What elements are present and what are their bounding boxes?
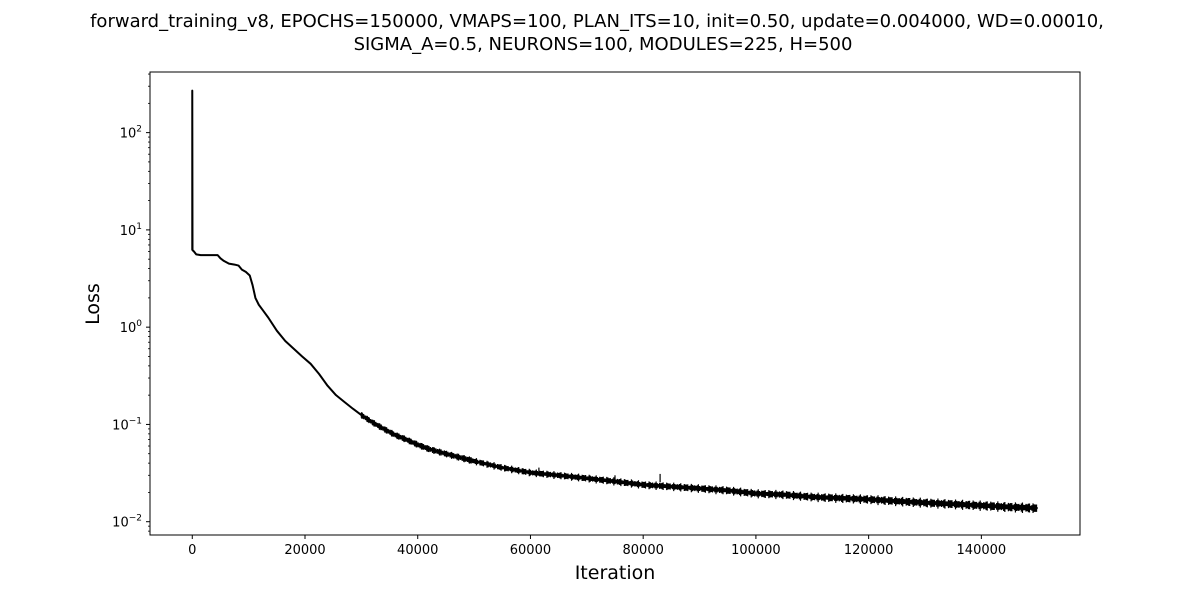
y-axis-label: Loss: [82, 283, 104, 325]
x-tick-label: 140000: [957, 543, 1007, 558]
chart-title-line-1: forward_training_v8, EPOCHS=150000, VMAP…: [90, 11, 1104, 32]
y-tick-label: 101: [120, 222, 142, 239]
y-axis-ticks: 10−2 10−1 100 101 102: [112, 125, 150, 531]
loss-noise-band: [360, 412, 1038, 514]
x-tick-label: 80000: [623, 543, 664, 558]
plot-area: 0 20000 40000 60000 80000 100000 120000 140000 …: [112, 71, 1081, 558]
loss-series-line: [191, 89, 1038, 510]
chart-title: forward_training_v8, EPOCHS=150000, VMAP…: [90, 11, 1104, 55]
plot-frame: [149, 71, 1081, 536]
x-tick-label: 40000: [397, 543, 438, 558]
chart-title-line-2: SIGMA_A=0.5, NEURONS=100, MODULES=225, H…: [354, 34, 853, 55]
x-tick-label: 120000: [844, 543, 894, 558]
y-minor-ticks: [148, 73, 150, 532]
x-tick-label: 20000: [284, 543, 325, 558]
x-axis-ticks: 0 20000 40000 60000 80000 100000 120000 140000: [188, 535, 1006, 558]
x-tick-label: 60000: [510, 543, 551, 558]
y-tick-label: 10−1: [112, 416, 142, 433]
x-tick-label: 0: [188, 543, 196, 558]
y-tick-label: 10−2: [112, 514, 142, 531]
y-tick-label: 102: [120, 125, 142, 142]
series-layer: [191, 89, 1038, 514]
y-tick-label: 100: [120, 319, 143, 336]
x-tick-label: 100000: [731, 543, 781, 558]
x-axis-label: Iteration: [575, 562, 656, 584]
